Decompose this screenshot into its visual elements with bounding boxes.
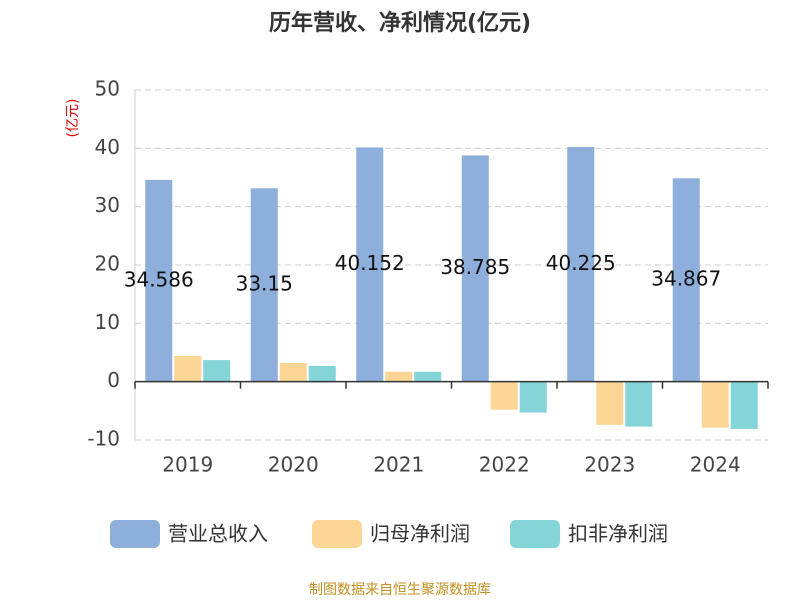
x-tick-label: 2023 [584,453,635,477]
x-tick-label: 2021 [373,453,424,477]
x-tick-label: 2020 [268,453,319,477]
source-note: 制图数据来自恒生聚源数据库 [309,582,491,598]
legend-label: 营业总收入 [168,522,268,546]
bar [461,155,489,382]
legend-swatch [312,520,362,548]
y-tick-label: 50 [95,77,120,101]
bar [279,363,307,382]
bar [567,147,595,382]
y-tick-label: 30 [95,193,120,217]
data-label: 34.867 [651,266,721,290]
y-tick-label: 10 [95,310,120,334]
bar [385,371,413,382]
y-tick-label: 0 [107,368,120,392]
data-label: 40.152 [335,251,405,275]
data-label: 38.785 [440,255,510,279]
legend-swatch [510,520,560,548]
bar [730,381,758,429]
bar [308,365,336,382]
bar [174,356,202,382]
legend-label: 扣非净利润 [568,522,668,546]
bar [203,360,231,382]
bar [250,188,278,382]
bar [356,147,384,382]
data-label: 33.15 [236,271,293,295]
legend-label: 归母净利润 [370,522,470,546]
bar [519,381,547,413]
bar [490,381,518,410]
bar [596,381,624,425]
y-axis-label: (亿元) [65,99,81,138]
bar [145,179,173,382]
data-label: 34.586 [124,267,194,291]
x-tick-label: 2022 [479,453,530,477]
x-tick-label: 2024 [690,453,741,477]
bar [701,381,729,428]
y-tick-label: -10 [87,427,120,451]
data-label: 40.225 [546,251,616,275]
legend-swatch [110,520,160,548]
x-tick-label: 2019 [162,453,213,477]
bar [625,381,653,427]
y-tick-label: 40 [95,135,120,159]
bar [672,178,700,382]
chart-title: 历年营收、净利情况(亿元) [269,10,531,36]
bar [414,371,442,382]
y-tick-label: 20 [95,252,120,276]
